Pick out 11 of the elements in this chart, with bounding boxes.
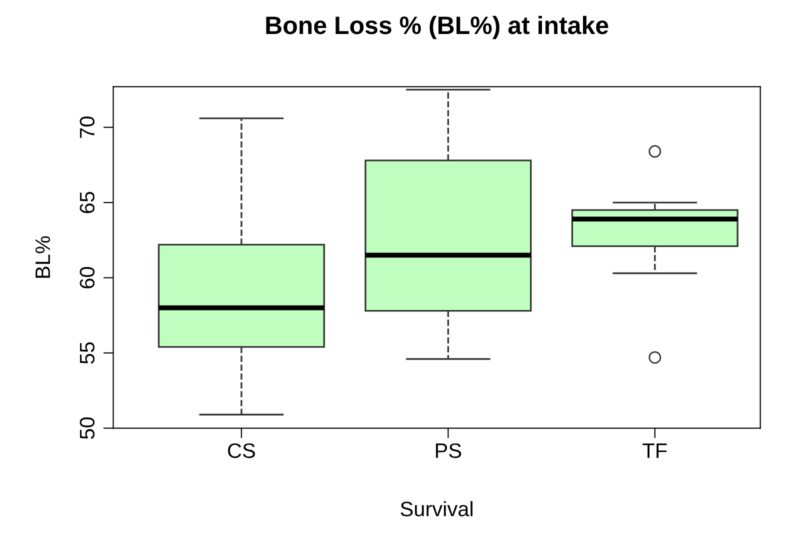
y-axis-title: BL% (35, 236, 50, 278)
chart-title: Bone Loss % (BL%) at intake (266, 16, 608, 40)
x-tick-label: PS (436, 443, 462, 458)
x-tick-label: CS (228, 443, 255, 458)
x-axis-title: Survival (400, 501, 472, 516)
x-tick-label: TF (642, 444, 667, 458)
y-tick-label: 65 (80, 192, 95, 214)
y-tick-label: 50 (80, 417, 95, 439)
y-tick-label: 70 (80, 116, 95, 138)
y-tick-label: 60 (80, 266, 95, 288)
y-tick-label: 55 (80, 342, 95, 364)
